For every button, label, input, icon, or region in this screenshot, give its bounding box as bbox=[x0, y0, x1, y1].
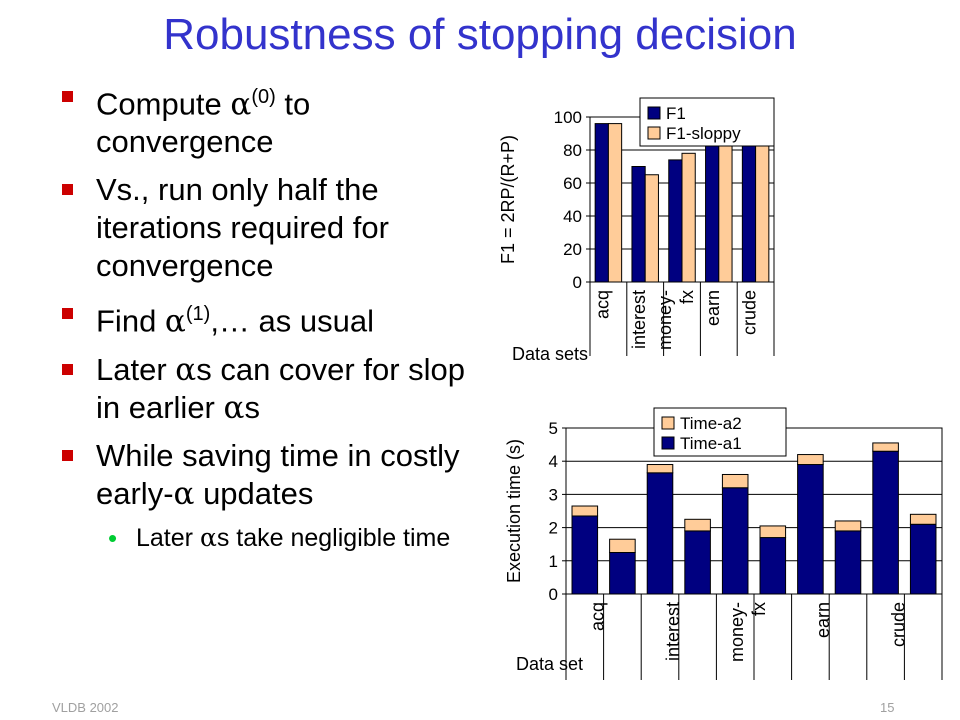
bar-time-a2-7 bbox=[834, 520, 862, 532]
bar-time-a2-4 bbox=[721, 473, 749, 489]
bullet-2: Vs., run only half the iterations requir… bbox=[58, 171, 478, 285]
legend-label: Time-a1 bbox=[680, 434, 742, 453]
y-tick-label: 3 bbox=[549, 485, 558, 504]
bar-time-a2-1 bbox=[609, 538, 636, 554]
x-category-label: earn bbox=[703, 290, 723, 326]
y-tick-label: 100 bbox=[554, 108, 582, 127]
bullet-4: Later αs can cover for slop in earlier α… bbox=[58, 351, 478, 427]
legend-swatch bbox=[647, 126, 661, 140]
y-axis-title: Execution time (s) bbox=[504, 439, 524, 583]
x-category-label: interest bbox=[629, 290, 649, 349]
legend-swatch bbox=[661, 436, 675, 450]
bar-f1-sloppy-1 bbox=[644, 174, 659, 283]
y-tick-label: 0 bbox=[573, 273, 582, 292]
bar-time-a1-5 bbox=[759, 537, 787, 595]
bar-f1-sloppy-4 bbox=[755, 139, 770, 283]
bar-time-a2-5 bbox=[759, 525, 787, 539]
bullet-square-icon bbox=[62, 449, 73, 461]
x-category-label: crude bbox=[740, 290, 760, 335]
x-category-label: acq bbox=[592, 290, 612, 319]
y-tick-label: 20 bbox=[563, 240, 582, 259]
bullet-square-icon bbox=[62, 184, 73, 196]
x-axis-title: Data sets bbox=[512, 344, 588, 364]
bar-time-a1-0 bbox=[571, 515, 599, 595]
bullet-3: Find α(1),… as usual bbox=[58, 295, 478, 340]
x-category-label: earn bbox=[813, 602, 833, 638]
f1-bar-chart: 0 20 40 60 80 100 acq interest money-fx earn crude… bbox=[498, 97, 775, 364]
x-category-label: crude bbox=[888, 602, 908, 647]
y-tick-label: 80 bbox=[563, 141, 582, 160]
footer-conference: VLDB 2002 bbox=[52, 700, 119, 715]
bar-time-a2-8 bbox=[872, 442, 899, 452]
legend-label: F1 bbox=[666, 104, 686, 123]
legend-box bbox=[639, 97, 775, 147]
y-tick-label: 40 bbox=[563, 207, 582, 226]
bullet-square-icon bbox=[62, 91, 73, 102]
bar-f1-sloppy-0 bbox=[607, 123, 623, 283]
bar-time-a2-9 bbox=[909, 513, 937, 525]
bullet-square-icon bbox=[62, 363, 73, 375]
y-axis-title: F1 = 2RP/(R+P) bbox=[498, 135, 518, 264]
y-tick-label: 0 bbox=[549, 585, 558, 604]
y-tick-label: 4 bbox=[549, 452, 558, 471]
bullet-list: Compute α(0) to convergence Vs., run onl… bbox=[58, 78, 478, 563]
x-category-label: interest bbox=[663, 602, 683, 661]
legend-label: F1-sloppy bbox=[666, 124, 741, 143]
legend-label: Time-a2 bbox=[680, 414, 742, 433]
x-category-label: fx bbox=[677, 290, 697, 304]
legend-swatch bbox=[661, 416, 675, 430]
bar-time-a1-7 bbox=[834, 530, 862, 595]
legend-box bbox=[653, 407, 787, 457]
legend-swatch bbox=[647, 106, 661, 120]
bar-f1-2 bbox=[668, 159, 683, 283]
x-category-label: acq bbox=[588, 602, 608, 631]
x-category-label: fx bbox=[749, 602, 769, 616]
bullet-square-icon bbox=[62, 308, 73, 320]
bar-time-a1-4 bbox=[721, 487, 749, 595]
execution-time-stacked-chart: 0 1 2 3 4 5 acq interest money-fx earn crude Execut… bbox=[504, 407, 943, 680]
bar-f1-sloppy-2 bbox=[681, 152, 696, 283]
bar-time-a2-0 bbox=[571, 505, 599, 517]
sub-bullet-dot-icon: • bbox=[108, 522, 118, 553]
y-tick-label: 1 bbox=[549, 552, 558, 571]
bar-f1-0 bbox=[594, 123, 609, 283]
x-category-label: money- bbox=[727, 602, 747, 662]
y-tick-label: 5 bbox=[549, 419, 558, 438]
y-tick-label: 2 bbox=[549, 519, 558, 538]
bar-time-a2-3 bbox=[684, 518, 711, 532]
bar-f1-1 bbox=[631, 166, 646, 283]
bar-time-a1-6 bbox=[797, 464, 824, 595]
bar-time-a2-2 bbox=[646, 464, 674, 474]
sub-bullet: • Later αs take negligible time bbox=[108, 522, 451, 553]
page-number: 15 bbox=[880, 700, 895, 715]
x-axis-title: Data set bbox=[516, 654, 583, 674]
bar-time-a1-3 bbox=[684, 530, 711, 595]
bar-f1-4 bbox=[741, 137, 757, 283]
bar-time-a2-6 bbox=[797, 454, 824, 466]
slide-title: Robustness of stopping decision bbox=[163, 10, 797, 59]
bullet-1: Compute α(0) to convergence bbox=[58, 78, 478, 161]
bar-time-a1-1 bbox=[609, 552, 636, 595]
y-tick-label: 60 bbox=[563, 174, 582, 193]
bar-time-a1-9 bbox=[909, 523, 937, 595]
x-category-label: money- bbox=[655, 290, 675, 350]
bar-time-a1-2 bbox=[646, 472, 674, 595]
bullet-5: While saving time in costly early-α upda… bbox=[58, 437, 478, 513]
bar-time-a1-8 bbox=[872, 450, 899, 595]
